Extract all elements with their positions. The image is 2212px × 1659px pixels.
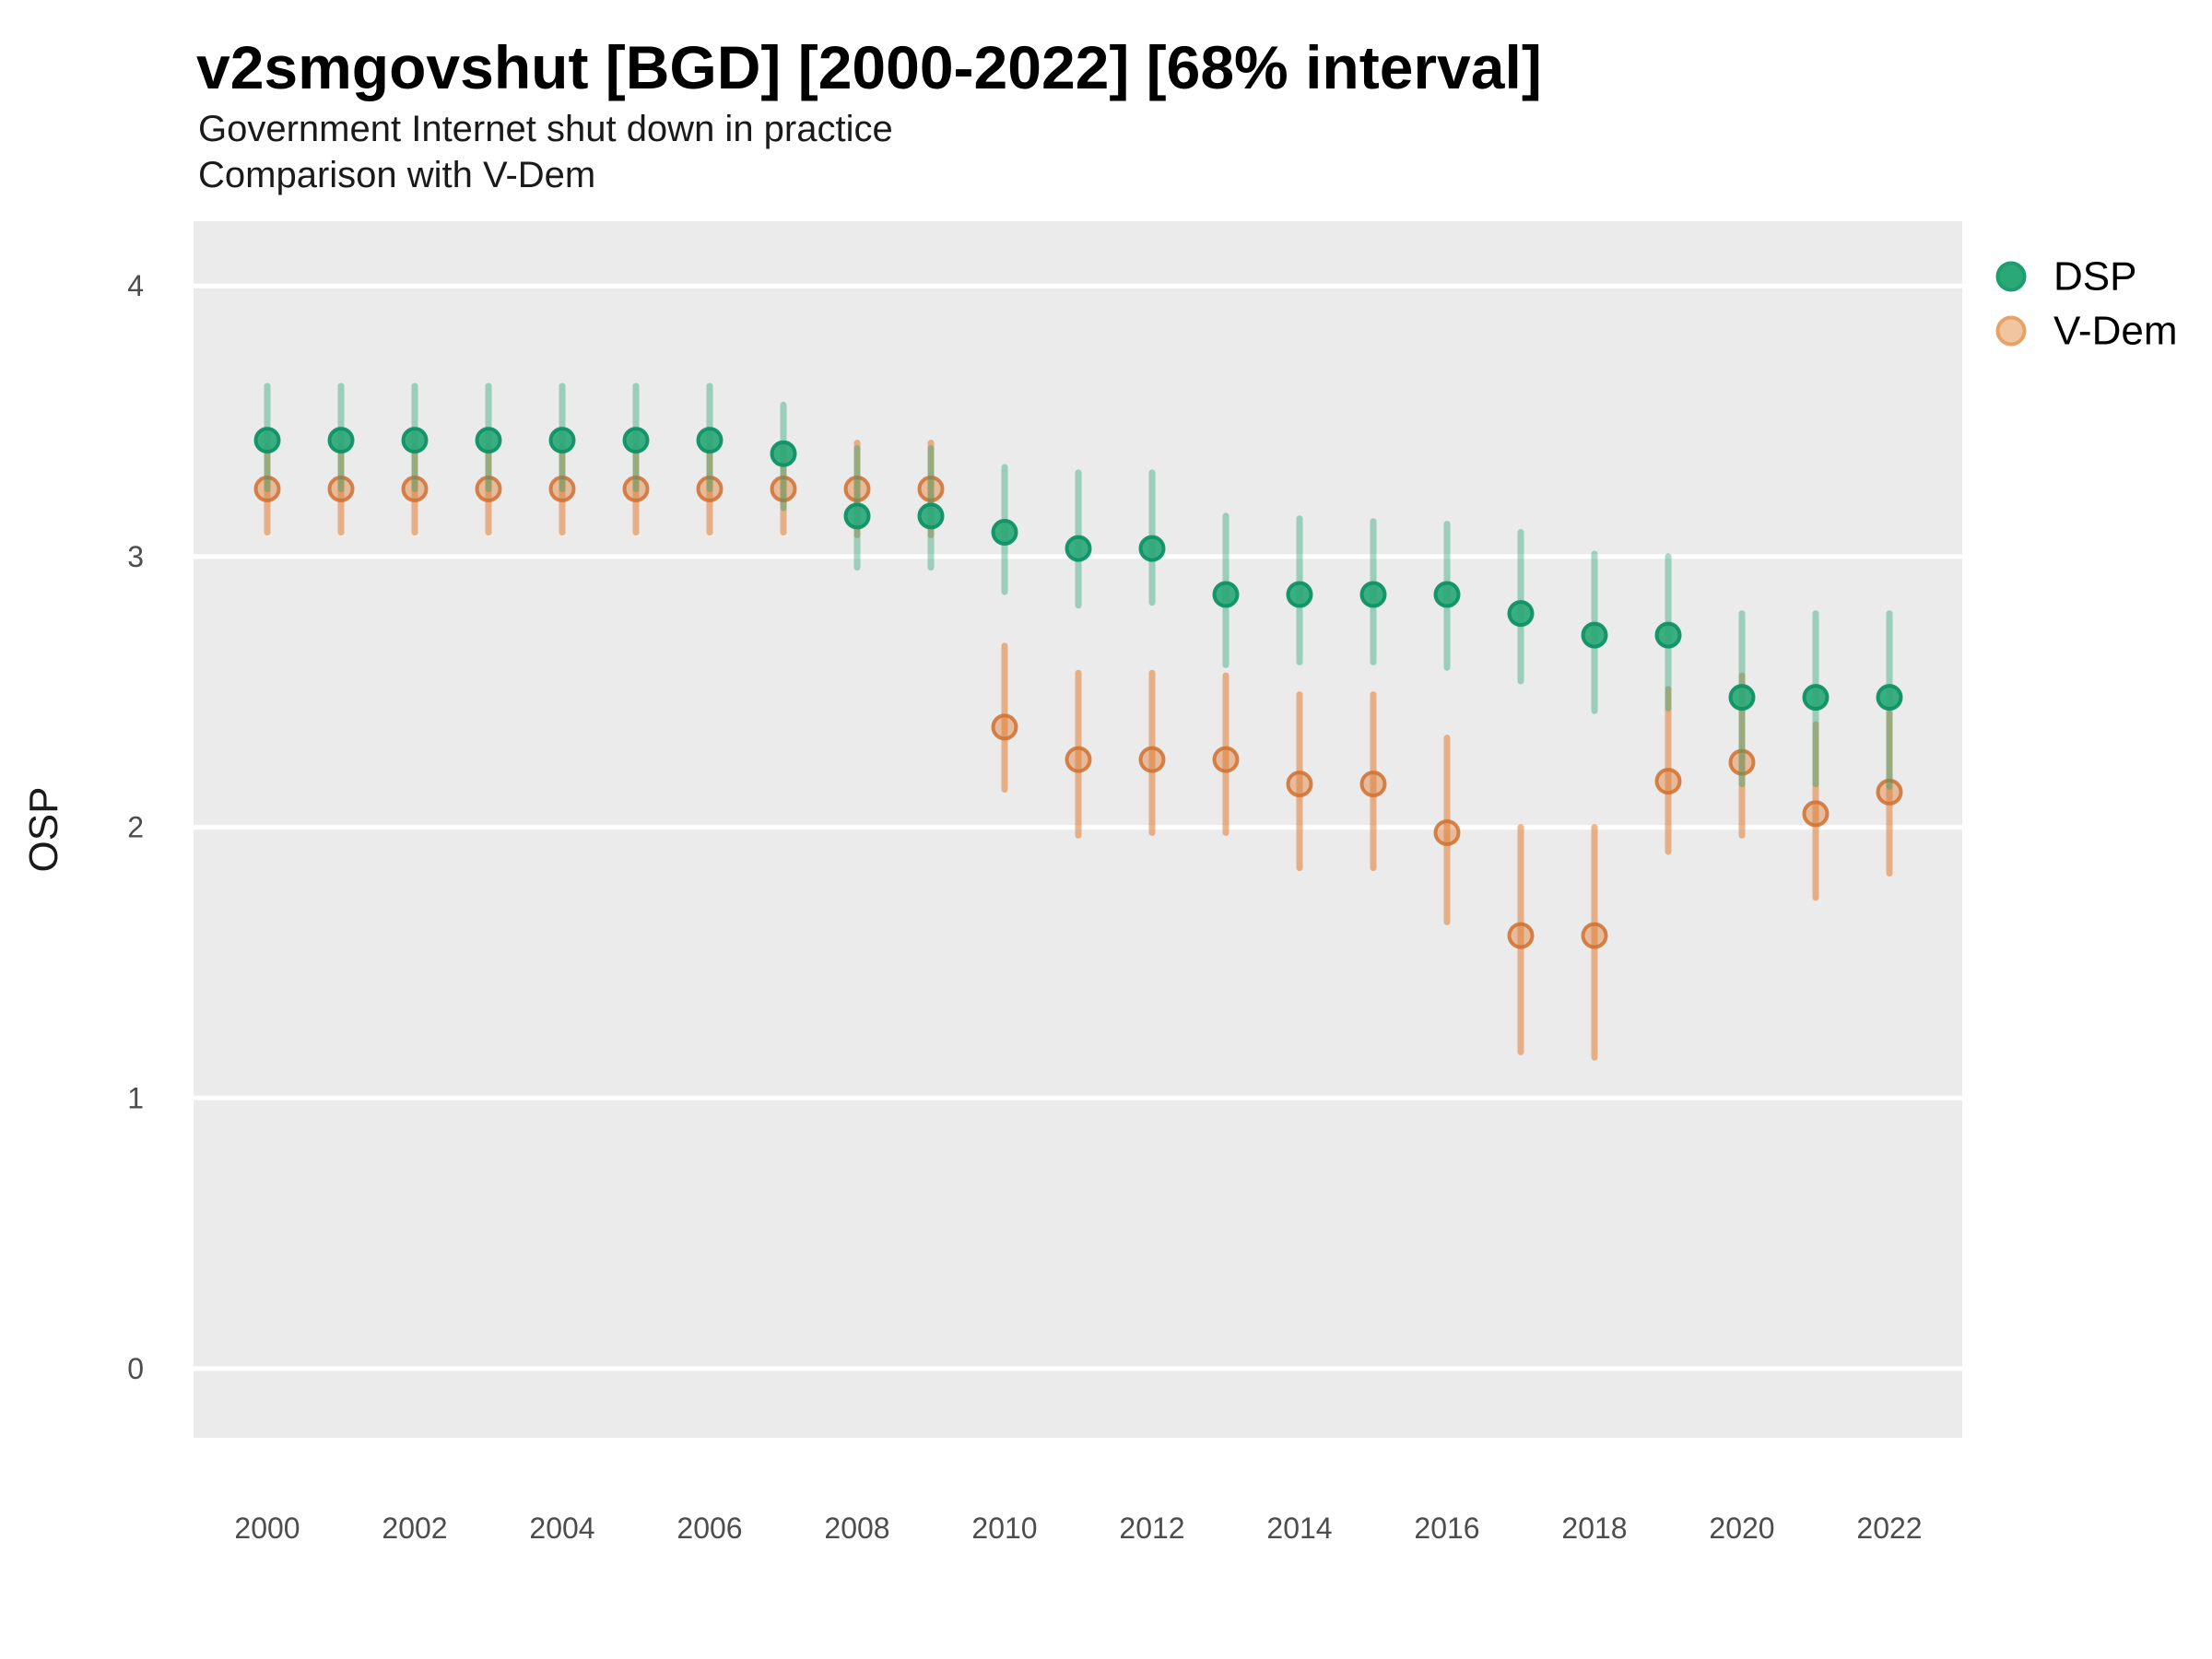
- point-V-Dem-2001: [327, 475, 355, 502]
- x-tick-label-2004: 2004: [529, 1512, 594, 1545]
- point-DSP-2018: [1581, 621, 1608, 649]
- point-DSP-2002: [401, 427, 429, 454]
- point-V-Dem-2002: [401, 475, 429, 502]
- points-V-Dem: [253, 475, 1903, 949]
- point-DSP-2005: [622, 427, 650, 454]
- point-V-Dem-2015: [1359, 771, 1387, 798]
- point-DSP-2019: [1654, 621, 1682, 649]
- point-V-Dem-2008: [843, 475, 871, 502]
- points-DSP: [253, 427, 1903, 712]
- point-DSP-2014: [1286, 581, 1313, 608]
- point-DSP-2007: [770, 440, 797, 467]
- point-V-Dem-2021: [1802, 800, 1830, 828]
- point-DSP-2017: [1507, 600, 1535, 628]
- point-DSP-2008: [843, 502, 871, 530]
- page-title: v2smgovshut [BGD] [2000-2022] [68% inter…: [196, 33, 1542, 101]
- point-V-Dem-2022: [1876, 778, 1903, 806]
- x-tick-label-2018: 2018: [1561, 1512, 1627, 1545]
- point-V-Dem-2013: [1212, 746, 1240, 773]
- y-axis: 4 3 2 1 0: [127, 269, 144, 1385]
- point-V-Dem-2018: [1581, 922, 1608, 949]
- x-tick-label-2008: 2008: [824, 1512, 889, 1545]
- point-V-Dem-2011: [1065, 746, 1092, 773]
- x-tick-label-2006: 2006: [677, 1512, 742, 1545]
- legend-vdem-swatch-icon: [1995, 315, 2027, 347]
- point-V-Dem-2012: [1138, 746, 1166, 773]
- point-DSP-2006: [696, 427, 724, 454]
- y-tick-label-2: 2: [127, 811, 144, 844]
- legend-dsp-swatch-icon: [1995, 261, 2027, 292]
- point-V-Dem-2019: [1654, 768, 1682, 795]
- point-V-Dem-2020: [1728, 748, 1756, 776]
- y-tick-label-3: 3: [127, 540, 144, 573]
- point-DSP-2011: [1065, 535, 1092, 562]
- point-DSP-2021: [1802, 684, 1830, 712]
- point-DSP-2022: [1876, 684, 1903, 712]
- x-tick-label-2020: 2020: [1709, 1512, 1774, 1545]
- series-layer: [253, 382, 1903, 1061]
- x-tick-label-2012: 2012: [1119, 1512, 1184, 1545]
- point-V-Dem-2017: [1507, 922, 1535, 949]
- point-V-Dem-2010: [991, 713, 1018, 741]
- y-axis-title: OSP: [21, 787, 66, 873]
- point-DSP-2009: [917, 502, 945, 530]
- legend-vdem-label: V-Dem: [2053, 309, 2177, 354]
- y-tick-label-1: 1: [127, 1081, 144, 1114]
- x-tick-label-2022: 2022: [1856, 1512, 1922, 1545]
- legend: DSP V-Dem: [1995, 254, 2177, 354]
- point-DSP-2001: [327, 427, 355, 454]
- point-DSP-2013: [1212, 581, 1240, 608]
- legend-dsp-label: DSP: [2053, 254, 2136, 300]
- x-tick-label-2002: 2002: [382, 1512, 447, 1545]
- point-V-Dem-2000: [253, 475, 281, 502]
- point-V-Dem-2014: [1286, 771, 1313, 798]
- point-DSP-2020: [1728, 684, 1756, 712]
- point-DSP-2016: [1433, 581, 1461, 608]
- x-tick-label-2000: 2000: [234, 1512, 300, 1545]
- x-tick-label-2014: 2014: [1266, 1512, 1332, 1545]
- x-axis: 2000 2002 2004 2006 2008 2010 2012 2014 2016 2018…: [234, 1512, 1922, 1545]
- point-V-Dem-2016: [1433, 818, 1461, 846]
- point-DSP-2010: [991, 518, 1018, 546]
- point-DSP-2004: [548, 427, 576, 454]
- point-V-Dem-2004: [548, 475, 576, 502]
- subtitle-line1: Government Internet shut down in practic…: [198, 109, 893, 149]
- x-tick-label-2016: 2016: [1414, 1512, 1479, 1545]
- point-DSP-2015: [1359, 581, 1387, 608]
- x-tick-label-2010: 2010: [971, 1512, 1037, 1545]
- point-V-Dem-2003: [475, 475, 502, 502]
- point-DSP-2003: [475, 427, 502, 454]
- y-tick-label-4: 4: [127, 269, 144, 302]
- point-V-Dem-2006: [696, 475, 724, 502]
- point-DSP-2012: [1138, 535, 1166, 562]
- point-DSP-2000: [253, 427, 281, 454]
- point-V-Dem-2007: [770, 475, 797, 502]
- point-V-Dem-2005: [622, 475, 650, 502]
- subtitle-line2: Comparison with V-Dem: [198, 155, 595, 195]
- point-V-Dem-2009: [917, 475, 945, 502]
- y-tick-label-0: 0: [127, 1352, 144, 1385]
